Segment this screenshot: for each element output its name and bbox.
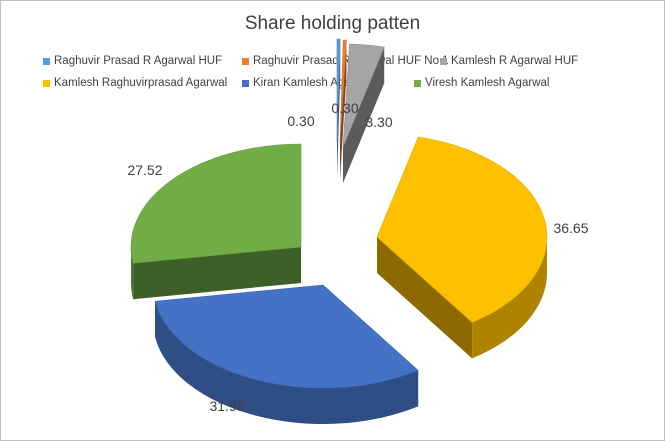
pie-slice bbox=[130, 143, 302, 264]
legend-label: Raghuvir Prasad R Agarwal HUF bbox=[54, 55, 223, 67]
legend-label: Kamlesh R Agarwal HUF bbox=[451, 55, 579, 67]
legend-item: Kamlesh Raghuvirprasad Agarwal bbox=[43, 77, 227, 89]
pie-slice-rim bbox=[155, 301, 419, 424]
legend-swatch bbox=[242, 57, 249, 65]
pie-slice-wall bbox=[377, 237, 473, 359]
legend-item: Viresh Kamlesh Agarwal bbox=[414, 77, 549, 89]
legend-swatch bbox=[440, 57, 447, 65]
data-label: 0.30 bbox=[331, 100, 358, 116]
legend-swatch bbox=[43, 79, 50, 87]
legend-swatch bbox=[43, 57, 50, 65]
legend-swatch bbox=[242, 79, 249, 87]
legend-item: Raghuvir Prasad R Agarwal HUF bbox=[43, 55, 222, 67]
pie-label-layer: 0.30 0.30 3.30 36.65 31.93 27.52 bbox=[127, 100, 588, 414]
data-label: 3.30 bbox=[365, 114, 392, 130]
pie-slice-rim bbox=[472, 237, 547, 359]
pie-slice-side bbox=[131, 247, 301, 300]
pie-slice bbox=[336, 38, 341, 143]
legend-swatch bbox=[414, 79, 421, 87]
pie-slice-rim bbox=[131, 247, 134, 300]
pie-slice bbox=[339, 39, 347, 144]
pie-slice-wall bbox=[133, 247, 301, 300]
data-label: 27.52 bbox=[127, 162, 162, 178]
data-label: 36.65 bbox=[553, 220, 588, 236]
chart-title: Share holding patten bbox=[244, 13, 421, 34]
pie-top-layer bbox=[130, 38, 548, 389]
legend-item: Kamlesh R Agarwal HUF bbox=[440, 55, 578, 67]
pie-slice-wall bbox=[340, 40, 347, 180]
pie-slice bbox=[376, 136, 548, 323]
legend-label: Kamlesh Raghuvirprasad Agarwal bbox=[54, 77, 228, 89]
pie-slice bbox=[342, 43, 385, 148]
legend-label: Viresh Kamlesh Agarwal bbox=[425, 77, 550, 89]
pie-slice-wall bbox=[343, 47, 385, 183]
pie-slice bbox=[154, 284, 419, 389]
legend: Raghuvir Prasad R Agarwal HUF Raghuvir P… bbox=[1, 1, 664, 101]
data-label: 31.93 bbox=[209, 398, 244, 414]
data-label: 0.30 bbox=[287, 113, 314, 129]
